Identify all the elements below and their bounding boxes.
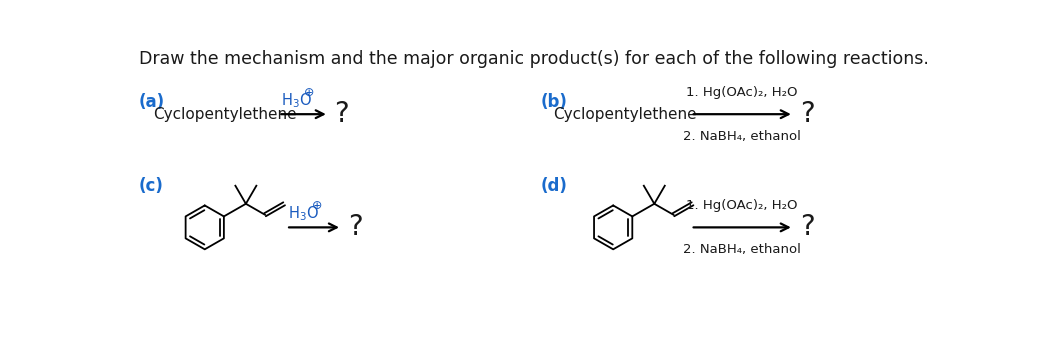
Text: (d): (d) <box>540 177 568 195</box>
Text: ?: ? <box>348 213 363 241</box>
Text: ?: ? <box>800 213 815 241</box>
Text: H$_3$O: H$_3$O <box>281 91 312 110</box>
Text: Cyclopentylethene: Cyclopentylethene <box>153 107 297 122</box>
Text: 1. Hg(OAc)₂, H₂O: 1. Hg(OAc)₂, H₂O <box>686 199 797 212</box>
Text: H$_3$O: H$_3$O <box>288 204 319 223</box>
Text: 1. Hg(OAc)₂, H₂O: 1. Hg(OAc)₂, H₂O <box>686 86 797 99</box>
Text: (b): (b) <box>540 93 568 110</box>
Text: ⊕: ⊕ <box>312 199 322 212</box>
Text: ?: ? <box>800 100 815 128</box>
Text: 2. NaBH₄, ethanol: 2. NaBH₄, ethanol <box>683 130 800 143</box>
Text: Draw the mechanism and the major organic product(s) for each of the following re: Draw the mechanism and the major organic… <box>138 50 928 68</box>
Text: ⊕: ⊕ <box>304 86 315 99</box>
Text: 2. NaBH₄, ethanol: 2. NaBH₄, ethanol <box>683 243 800 256</box>
Text: (a): (a) <box>138 93 165 110</box>
Text: ?: ? <box>335 100 349 128</box>
Text: (c): (c) <box>138 177 164 195</box>
Text: Cyclopentylethene: Cyclopentylethene <box>554 107 698 122</box>
